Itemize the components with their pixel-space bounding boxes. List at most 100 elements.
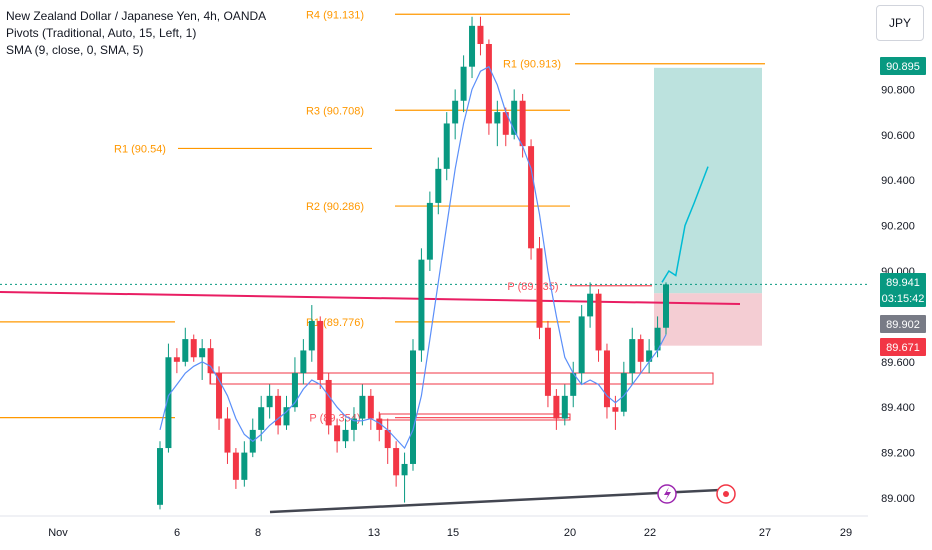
chart-legend: New Zealand Dollar / Japanese Yen, 4h, O…	[6, 8, 266, 59]
candle-body	[603, 350, 610, 408]
candle-body	[536, 248, 543, 328]
candle-body	[393, 448, 400, 476]
candle-body	[224, 418, 231, 453]
candle-body	[317, 320, 324, 380]
candle-body	[350, 418, 357, 430]
price-label: 03:15:42	[882, 293, 925, 305]
x-tick-label: 29	[840, 527, 852, 539]
pivot-label: R4 (91.131)	[306, 9, 364, 21]
candle-body	[367, 395, 374, 419]
candle-body	[334, 425, 341, 442]
candle-body	[544, 327, 551, 396]
price-label-bg	[880, 289, 926, 307]
price-label: 89.671	[886, 342, 920, 354]
y-tick-label: 89.600	[881, 357, 915, 369]
candle-body	[376, 418, 383, 430]
symbol-title: New Zealand Dollar / Japanese Yen, 4h, O…	[6, 9, 267, 23]
candle-body	[291, 373, 298, 408]
y-tick-label: 90.400	[881, 175, 915, 187]
candle-body	[401, 463, 408, 476]
candle-body	[157, 448, 163, 505]
candle-body	[646, 350, 653, 362]
candle-body	[258, 407, 265, 430]
candle-body	[426, 202, 433, 260]
price-label: 89.941	[886, 277, 920, 289]
candle-body	[511, 100, 518, 135]
y-tick-label: 90.800	[881, 84, 915, 96]
candle-body	[595, 293, 602, 351]
support-zone	[209, 372, 714, 385]
candle-body	[342, 429, 349, 442]
y-tick-label: 90.600	[881, 130, 915, 142]
stop-zone	[654, 293, 762, 346]
candle-body	[207, 348, 214, 374]
candle-body	[443, 123, 450, 169]
candle-body	[460, 66, 467, 101]
candle-body	[173, 357, 180, 362]
y-tick-label: 89.200	[881, 448, 915, 460]
pivot-label: P (89.354)	[309, 413, 360, 425]
sma-line	[159, 65, 667, 450]
candle-body	[629, 339, 636, 374]
projection-path	[661, 166, 709, 283]
support-trendline	[269, 488, 721, 514]
candle-body	[266, 395, 273, 408]
y-tick-label: 90.200	[881, 221, 915, 233]
candle-body	[637, 339, 644, 362]
price-label-bg	[880, 338, 926, 356]
lightning-icon	[664, 487, 671, 501]
x-tick-label: 27	[759, 527, 771, 539]
pivots-indicator-label[interactable]: Pivots (Traditional, Auto, 15, Left, 1)	[6, 26, 197, 40]
x-tick-label: 8	[255, 527, 261, 539]
candle-body	[325, 379, 332, 426]
candle-body	[241, 452, 248, 480]
candle-body	[587, 293, 594, 317]
candle-body	[519, 100, 526, 147]
price-label: 89.902	[886, 319, 920, 331]
candle-body	[477, 25, 484, 44]
price-label-bg	[880, 273, 926, 291]
x-tick-label: 20	[564, 527, 576, 539]
pivot-label: R1 (90.913)	[503, 59, 561, 71]
candle-body	[528, 146, 535, 249]
target-zone	[654, 67, 762, 294]
candle-body	[275, 395, 282, 426]
pivot-label: R1 (90.54)	[114, 143, 166, 155]
candle-body	[418, 259, 425, 351]
price-label-bg	[880, 57, 926, 75]
candle-body	[165, 357, 172, 449]
pivot-label: R2 (90.286)	[306, 201, 364, 213]
candle-body	[663, 284, 669, 328]
candle-body	[410, 350, 416, 464]
candle-body	[553, 395, 560, 419]
x-tick-label: 13	[368, 527, 380, 539]
x-tick-label: 22	[644, 527, 656, 539]
x-tick-label: 6	[174, 527, 180, 539]
candle-body	[308, 320, 315, 351]
support-zone	[379, 413, 571, 421]
x-tick-label: Nov	[48, 527, 68, 539]
candle-body	[384, 429, 391, 449]
sma-indicator-label[interactable]: SMA (9, close, 0, SMA, 5)	[6, 43, 144, 57]
candle-body	[578, 316, 585, 374]
candle-body	[435, 168, 442, 203]
currency-button[interactable]: JPY	[876, 5, 924, 41]
candle-body	[216, 373, 223, 419]
pivot-label: R3 (90.708)	[306, 105, 364, 117]
candle-body	[502, 112, 509, 135]
candle-body	[570, 373, 577, 396]
event-marker-dot	[723, 491, 729, 497]
candle-body	[232, 452, 239, 480]
candle-body	[612, 407, 619, 412]
resistance-trendline	[0, 291, 741, 305]
candle-body	[494, 112, 501, 124]
candle-body	[654, 327, 661, 351]
candle-body	[485, 44, 492, 124]
price-label: 90.895	[886, 61, 920, 73]
candle-body	[359, 395, 366, 419]
candle-body	[469, 25, 476, 67]
candle-body	[283, 407, 290, 426]
y-tick-label: 89.000	[881, 493, 915, 505]
x-tick-label: 15	[447, 527, 459, 539]
